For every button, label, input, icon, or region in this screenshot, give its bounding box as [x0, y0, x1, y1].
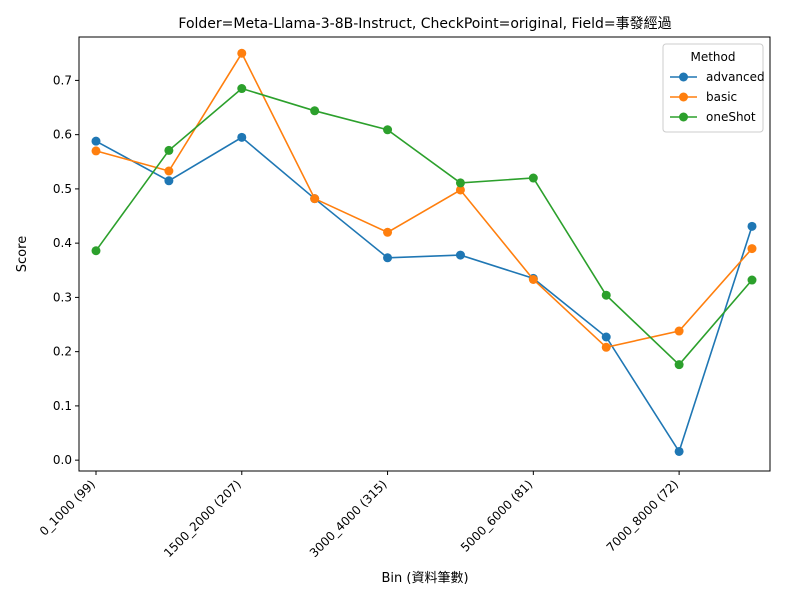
- y-tick-label: 0.3: [53, 290, 72, 304]
- legend-label: basic: [706, 90, 737, 104]
- legend-swatch-marker: [679, 72, 688, 82]
- chart-title: Folder=Meta-Llama-3-8B-Instruct, CheckPo…: [178, 16, 671, 32]
- y-tick-label: 0.1: [53, 399, 72, 413]
- plot-frame: [78, 36, 771, 472]
- y-tick-label: 0.6: [53, 128, 72, 142]
- data-point-oneShot: [91, 246, 101, 256]
- series-layer: [91, 48, 757, 456]
- series-oneShot: [91, 84, 757, 370]
- data-point-basic: [528, 274, 538, 284]
- legend-items: advanced basic oneShot: [670, 70, 765, 124]
- data-point-basic: [455, 185, 465, 195]
- series-advanced: [91, 132, 757, 456]
- x-tick-label: 0_1000 (99): [37, 477, 98, 538]
- y-tick-label: 0.4: [53, 236, 72, 250]
- data-point-basic: [164, 166, 174, 176]
- data-point-basic: [747, 244, 757, 254]
- data-point-advanced: [747, 221, 757, 231]
- y-tick-label: 0.5: [53, 182, 72, 196]
- data-point-basic: [601, 342, 611, 352]
- data-point-oneShot: [528, 173, 538, 183]
- data-point-advanced: [383, 253, 393, 263]
- x-axis: 0_1000 (99) 1500_2000 (207) 3000_4000 (315…: [37, 471, 681, 560]
- x-axis-label: Bin (資料筆數): [381, 571, 468, 586]
- series-basic: [91, 48, 757, 352]
- data-point-oneShot: [674, 360, 684, 370]
- series-line-basic: [95, 51, 753, 349]
- y-tick-label: 0.2: [53, 345, 72, 359]
- data-point-basic: [237, 48, 247, 58]
- data-point-oneShot: [601, 290, 611, 300]
- data-point-oneShot: [747, 275, 757, 285]
- data-point-advanced: [455, 250, 465, 260]
- legend-label: advanced: [706, 70, 765, 84]
- legend-swatch-marker: [679, 112, 688, 122]
- x-tick-label: 5000_6000 (81): [458, 477, 535, 554]
- data-point-oneShot: [383, 125, 393, 135]
- data-point-advanced: [674, 446, 684, 456]
- series-line-oneShot: [95, 87, 753, 366]
- data-point-basic: [674, 326, 684, 336]
- y-tick-label: 0.0: [53, 453, 72, 467]
- data-point-advanced: [91, 136, 101, 146]
- data-point-advanced: [237, 132, 247, 142]
- legend: Method advanced basic oneShot: [662, 43, 765, 133]
- legend-label: oneShot: [706, 110, 756, 124]
- data-point-advanced: [164, 176, 174, 186]
- y-axis-label: Score: [15, 236, 30, 272]
- y-tick-label: 0.7: [53, 73, 72, 87]
- x-tick-label: 3000_4000 (315): [307, 477, 390, 560]
- data-point-basic: [383, 227, 393, 237]
- legend-title: Method: [690, 50, 735, 64]
- legend-item-oneShot: oneShot: [670, 110, 756, 124]
- x-tick-label: 7000_8000 (72): [604, 477, 681, 554]
- data-point-oneShot: [237, 84, 247, 94]
- series-line-advanced: [95, 136, 753, 454]
- legend-item-basic: basic: [670, 90, 737, 104]
- y-axis: 0.0 0.1 0.2 0.3 0.4 0.5 0.6 0.7: [53, 73, 79, 467]
- data-point-advanced: [601, 332, 611, 342]
- x-tick-label: 1500_2000 (207): [161, 477, 244, 560]
- data-point-oneShot: [455, 178, 465, 188]
- legend-swatch-marker: [679, 92, 688, 102]
- data-point-oneShot: [310, 106, 320, 116]
- data-point-basic: [91, 146, 101, 156]
- data-point-oneShot: [164, 145, 174, 155]
- data-point-basic: [310, 194, 320, 204]
- legend-box: [662, 43, 764, 133]
- legend-item-advanced: advanced: [670, 70, 765, 84]
